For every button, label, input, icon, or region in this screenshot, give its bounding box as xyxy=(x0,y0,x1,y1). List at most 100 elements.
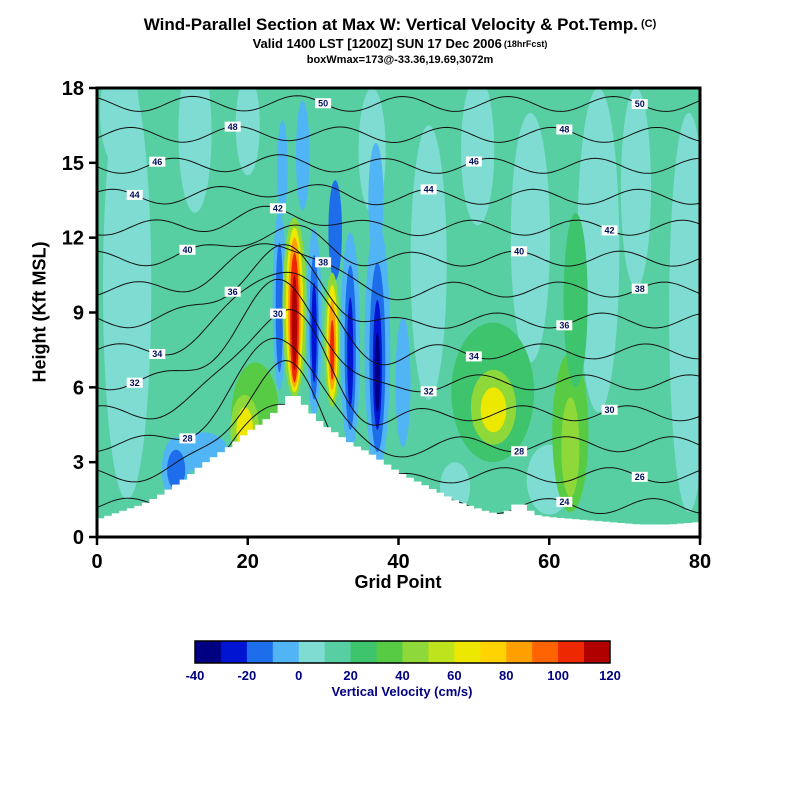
terrain-block xyxy=(398,474,407,537)
terrain-block xyxy=(164,489,173,537)
isentrope-line xyxy=(97,271,700,366)
terrain-block xyxy=(481,510,490,537)
isentrope-label: 44 xyxy=(424,185,434,195)
terrain-block xyxy=(518,504,527,537)
colorbar-tick-label: 80 xyxy=(499,668,513,683)
x-tick-label: 40 xyxy=(387,551,409,573)
isentrope-label-box xyxy=(149,156,166,167)
terrain-block xyxy=(503,510,512,537)
valid-time-subtitle: Valid 1400 LST [1200Z] SUN 17 Dec 2006 (1… xyxy=(0,35,800,53)
y-tick-label: 6 xyxy=(73,377,84,399)
isentrope-label-box xyxy=(126,377,143,388)
terrain-block xyxy=(157,494,166,537)
terrain-block xyxy=(450,500,460,537)
isentrope-label-box xyxy=(179,433,196,444)
colorbar-segment xyxy=(246,641,274,663)
field-layer: 24 26 28 28 30 30 32 32 34 34 36 36 38 38 40 40 42 42 44 44… xyxy=(97,88,700,537)
terrain-block xyxy=(345,442,354,537)
vertical-velocity-feature xyxy=(563,212,588,388)
terrain-block xyxy=(594,521,603,537)
terrain-block xyxy=(496,513,505,537)
terrain-block xyxy=(315,421,324,537)
isentrope-label: 50 xyxy=(318,98,328,108)
isentrope-label-box xyxy=(631,99,648,110)
terrain-block xyxy=(488,512,497,537)
colorbar-segment xyxy=(428,641,455,663)
isentrope-label-box xyxy=(315,257,332,268)
terrain-block xyxy=(239,435,249,537)
colorbar-segment xyxy=(324,641,352,663)
colorbar-segment xyxy=(558,641,585,663)
terrain-block xyxy=(300,404,309,537)
colorbar-tick-label: -40 xyxy=(186,668,205,683)
colorbar-segment xyxy=(350,641,378,663)
terrain-block xyxy=(141,502,151,537)
terrain-block xyxy=(224,447,233,537)
terrain-block xyxy=(677,523,686,537)
colorbar-segment xyxy=(220,641,248,663)
vertical-velocity-feature xyxy=(480,387,507,433)
isentrope-line xyxy=(97,154,700,174)
terrain-block xyxy=(149,498,158,537)
isentrope-label: 34 xyxy=(469,352,479,362)
isentrope-label: 30 xyxy=(273,309,283,319)
isentrope-line xyxy=(97,337,700,458)
isentrope-line xyxy=(97,308,700,426)
vertical-velocity-feature xyxy=(291,275,298,370)
terrain-block xyxy=(646,524,656,537)
terrain-block xyxy=(262,419,271,537)
vertical-velocity-feature xyxy=(577,88,620,413)
vertical-velocity-feature xyxy=(620,88,652,288)
isentrope-label-box xyxy=(631,471,648,482)
colorbar-border xyxy=(194,640,611,664)
isentrope-label-box xyxy=(511,446,528,457)
terrain-block xyxy=(692,522,700,537)
isentrope-label-box xyxy=(556,124,573,135)
vertical-velocity-feature xyxy=(100,88,140,168)
y-tick-label: 0 xyxy=(73,527,84,549)
terrain-block xyxy=(435,492,445,537)
isentrope-label: 36 xyxy=(559,320,569,330)
x-tick-label: 20 xyxy=(237,551,259,573)
terrain-block xyxy=(202,462,211,537)
isentrope-label: 40 xyxy=(514,247,524,257)
valid-time-text: Valid 1400 LST [1200Z] SUN 17 Dec 2006 xyxy=(252,36,502,51)
isentrope-label: 32 xyxy=(424,386,434,396)
isentrope-label: 40 xyxy=(182,245,192,255)
colorbar-tick-label: 120 xyxy=(599,668,621,683)
isentrope-label-box xyxy=(126,189,143,200)
terrain-block xyxy=(511,504,520,537)
terrain-block xyxy=(616,522,625,537)
isentrope-label-box xyxy=(179,244,196,255)
isentrope-label: 50 xyxy=(635,99,645,109)
isentrope-label-box xyxy=(601,225,618,236)
terrain-block xyxy=(187,474,196,537)
colorbar-segment xyxy=(272,641,300,663)
terrain-block xyxy=(104,515,113,537)
isentrope-label-box xyxy=(315,98,332,109)
isentrope-line xyxy=(97,184,700,206)
terrain-block xyxy=(601,521,610,537)
vertical-velocity-feature xyxy=(277,120,288,216)
x-tick-label: 0 xyxy=(91,551,102,573)
isentrope-label: 48 xyxy=(559,125,569,135)
isentrope-label: 24 xyxy=(559,497,569,507)
isentrope-label-box xyxy=(269,308,286,319)
terrain-block xyxy=(126,508,135,537)
terrain-block xyxy=(134,505,143,537)
title-units: (C) xyxy=(640,18,657,30)
isentrope-label: 34 xyxy=(152,349,162,359)
vertical-velocity-feature xyxy=(669,113,700,512)
isentrope-line xyxy=(97,205,700,237)
vertical-velocity-feature xyxy=(178,88,212,213)
isentrope-label: 26 xyxy=(635,472,645,482)
colorbar-layer: -40 -20 0 20 40 60 80 100 120 xyxy=(186,640,621,683)
isentrope-label-box xyxy=(631,283,648,294)
forecast-hour-note: (18hrFcst) xyxy=(503,39,548,49)
terrain-block xyxy=(669,524,678,537)
isentrope-label-box xyxy=(601,404,618,415)
y-tick-label: 15 xyxy=(62,153,84,175)
vertical-velocity-feature xyxy=(368,142,384,258)
isentrope-label-box xyxy=(511,246,528,257)
